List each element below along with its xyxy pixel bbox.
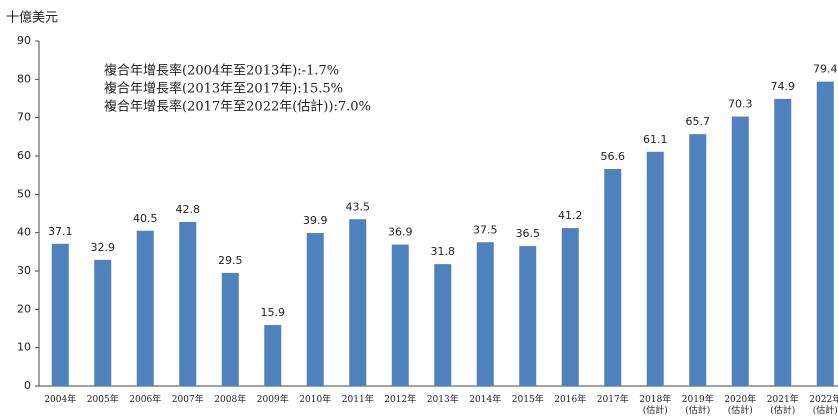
value-label: 79.4 <box>813 63 838 76</box>
x-tick-label: 2012年 <box>384 395 417 405</box>
annotation: 複合年增長率(2013年至2017年):15.5% <box>104 81 343 97</box>
x-tick-label: 2010年 <box>299 395 332 405</box>
x-tick-label: 2008年 <box>214 395 247 405</box>
bar <box>264 325 282 386</box>
bar <box>136 230 154 386</box>
value-label: 40.5 <box>133 212 158 225</box>
x-tick-label: 2011年 <box>341 395 374 405</box>
x-tick-label: 2019年 (估計) <box>681 395 714 416</box>
value-label: 65.7 <box>686 115 711 128</box>
y-tick-label: 40 <box>17 226 31 239</box>
x-tick-label: 2014年 <box>469 395 502 405</box>
y-tick-label: 80 <box>17 72 31 85</box>
value-label: 42.8 <box>176 203 201 216</box>
y-tick-label: 70 <box>17 111 31 124</box>
bar <box>646 151 664 386</box>
annotation: 複合年增長率(2017年至2022年(估計)):7.0% <box>104 99 371 115</box>
x-tick-label: 2005年 <box>86 395 119 405</box>
bar <box>94 259 112 386</box>
value-label: 74.9 <box>771 80 796 93</box>
bar <box>816 81 834 386</box>
value-label: 56.6 <box>601 150 626 163</box>
bar <box>349 219 367 386</box>
bar <box>391 244 409 386</box>
value-label: 36.9 <box>388 226 413 239</box>
bar <box>774 98 792 386</box>
bar <box>561 228 579 386</box>
bar <box>306 233 324 386</box>
annotation: 複合年增長率(2004年至2013年):-1.7% <box>104 63 339 79</box>
x-tick-label: 2018年 (估計) <box>639 395 672 416</box>
x-tick-label: 2007年 <box>171 395 204 405</box>
x-tick-label: 2015年 <box>511 395 544 405</box>
y-tick-label: 10 <box>17 341 31 354</box>
bar <box>604 169 622 386</box>
x-tick-label: 2022年 (估計) <box>809 395 838 416</box>
x-tick-label: 2021年 (估計) <box>766 395 799 416</box>
value-label: 31.8 <box>431 245 456 258</box>
value-label: 70.3 <box>728 98 753 111</box>
x-tick-label: 2016年 <box>554 395 587 405</box>
bar <box>179 221 197 386</box>
y-tick-label: 30 <box>17 264 31 277</box>
bar <box>51 243 69 386</box>
y-tick-label: 60 <box>17 149 31 162</box>
value-label: 29.5 <box>218 254 243 267</box>
x-tick-label: 2020年 (估計) <box>724 395 757 416</box>
y-axis-unit: 十億美元 <box>6 10 58 26</box>
value-label: 15.9 <box>261 306 286 319</box>
bar <box>221 272 239 386</box>
bar <box>434 264 452 386</box>
y-tick-label: 50 <box>17 187 31 200</box>
y-tick-label: 20 <box>17 302 31 315</box>
bar <box>519 246 537 386</box>
value-label: 37.1 <box>48 225 73 238</box>
value-label: 61.1 <box>643 133 668 146</box>
x-tick-label: 2017年 <box>596 395 629 405</box>
bar <box>731 116 749 387</box>
bar <box>689 134 707 386</box>
value-label: 36.5 <box>516 227 541 240</box>
x-tick-label: 2004年 <box>44 395 77 405</box>
value-label: 37.5 <box>473 223 498 236</box>
y-tick-label: 0 <box>24 379 31 392</box>
value-label: 41.2 <box>558 209 583 222</box>
value-label: 43.5 <box>346 200 371 213</box>
value-label: 39.9 <box>303 214 328 227</box>
x-tick-label: 2009年 <box>256 395 289 405</box>
value-label: 32.9 <box>91 241 116 254</box>
x-tick-label: 2006年 <box>129 395 162 405</box>
x-tick-label: 2013年 <box>426 395 459 405</box>
y-tick-label: 90 <box>17 34 31 47</box>
bar <box>476 242 494 386</box>
